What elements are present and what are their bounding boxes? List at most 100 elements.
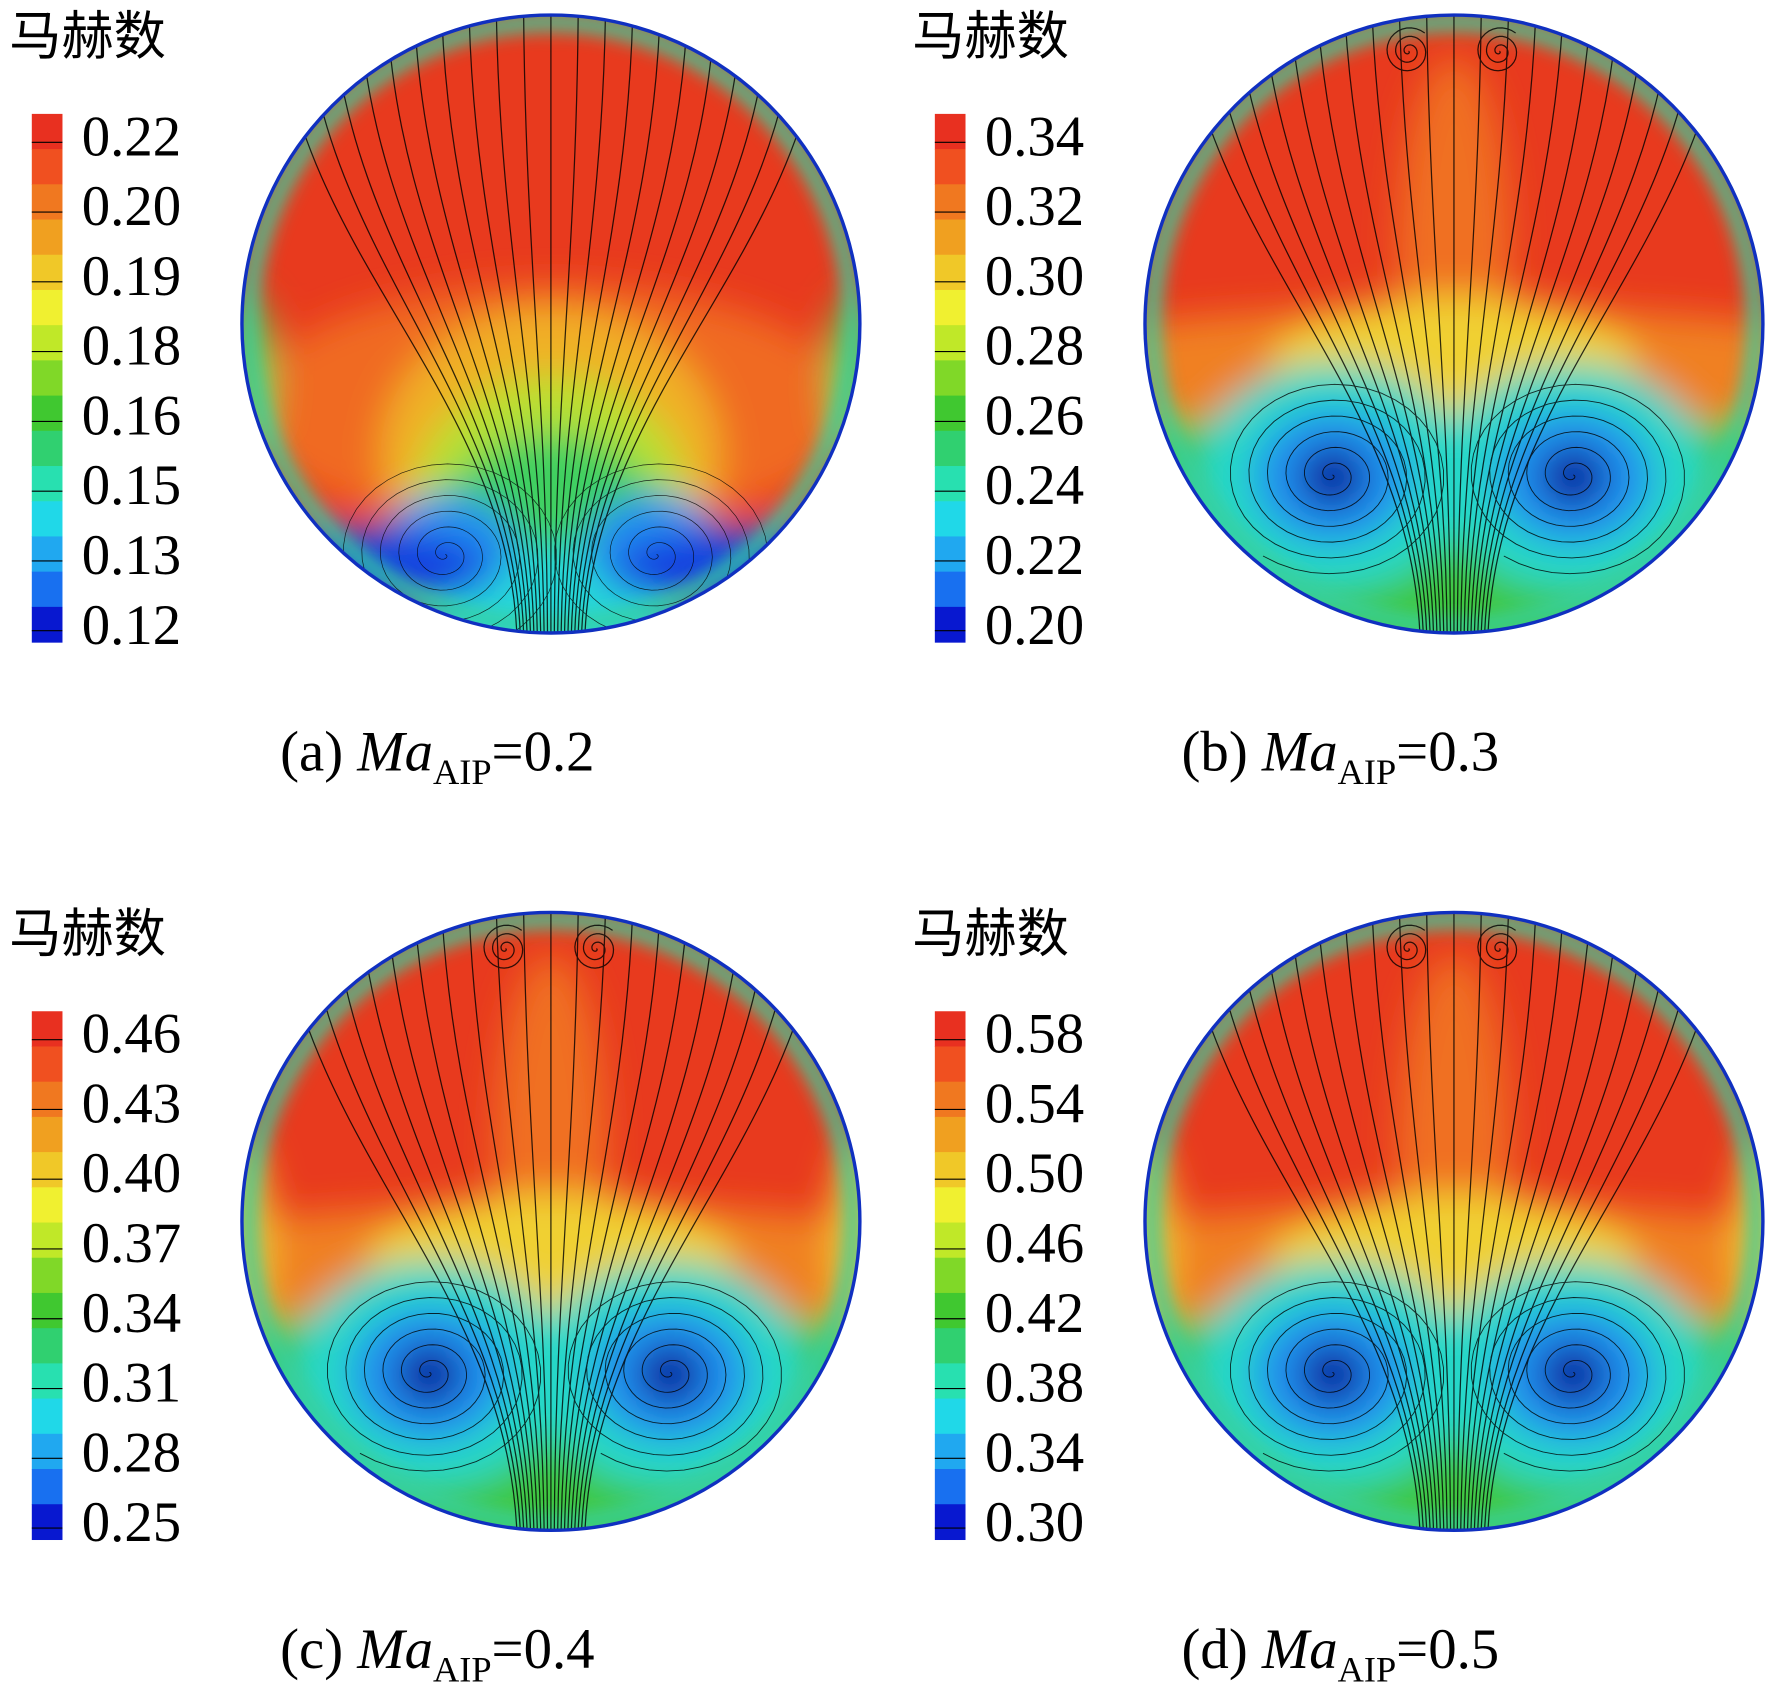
- colorbar-tick-label: 0.31: [82, 1352, 181, 1415]
- caption-symbol: Ma: [356, 1618, 433, 1681]
- contour-plot: [1144, 912, 1763, 1531]
- vortex-streamline: [1230, 1281, 1444, 1472]
- colorbar-band: [31, 1187, 63, 1224]
- panel: 马赫数 0.34 0.32 0.30 0.280.26 0.24 0.22 0.20 (b) M…: [912, 7, 1765, 792]
- colorbar-band: [934, 1363, 966, 1400]
- colorbar-tick-label: 0.22: [985, 524, 1084, 587]
- colorbar-band: [31, 1152, 63, 1188]
- streamline: [1470, 15, 1591, 633]
- streamline: [1344, 15, 1441, 633]
- colorbar-tick-label: 0.40: [82, 1142, 181, 1205]
- streamline: [1477, 15, 1646, 633]
- field-region: [1539, 1342, 1608, 1407]
- streamline: [557, 912, 607, 1531]
- streamline: [1477, 912, 1646, 1531]
- colorbar-tick-label: 0.43: [82, 1072, 181, 1135]
- streamline: [563, 15, 661, 633]
- colorbar-tick-label: 0.50: [985, 1142, 1084, 1205]
- caption-value: =0.2: [492, 720, 595, 783]
- colorbar-band: [31, 501, 63, 538]
- field-region: [395, 1342, 464, 1407]
- colorbar-band: [934, 466, 966, 502]
- streamlines: [1180, 15, 1728, 633]
- streamline: [1235, 912, 1428, 1531]
- caption-value: =0.3: [1396, 720, 1499, 783]
- colorbar-tick-label: 0.28: [82, 1421, 181, 1484]
- colorbar-tick-label: 0.37: [82, 1212, 181, 1275]
- colorbar-tick-label: 0.12: [82, 594, 181, 657]
- colorbar-band: [31, 1363, 63, 1400]
- colorbar-band: [31, 1222, 63, 1259]
- colorbar-band: [934, 1292, 966, 1329]
- colorbar-tick-label: 0.58: [985, 1003, 1084, 1066]
- streamline: [1371, 15, 1445, 633]
- colorbar-band: [934, 289, 966, 326]
- colorbar-band: [31, 113, 63, 150]
- streamlines: [277, 15, 825, 633]
- colorbar-tick-label: 0.26: [985, 384, 1084, 447]
- streamline: [468, 912, 542, 1531]
- field-region: [1298, 1342, 1367, 1407]
- wall: [1143, 910, 1765, 1533]
- streamline: [413, 912, 535, 1531]
- colorbar-tick-label: 0.46: [985, 1212, 1084, 1275]
- streamline: [1470, 912, 1591, 1531]
- streamline: [441, 912, 538, 1531]
- streamline: [1480, 912, 1673, 1531]
- caption: (b) MaAIP=0.3: [1182, 720, 1500, 792]
- colorbar-band: [934, 325, 966, 361]
- colorbar-band: [934, 1398, 966, 1435]
- colorbar-band: [31, 536, 63, 573]
- field-region: [1298, 445, 1367, 510]
- streamline: [1473, 912, 1619, 1531]
- streamline: [1426, 15, 1452, 633]
- streamline: [495, 912, 545, 1531]
- colorbar-band: [934, 395, 966, 432]
- colorbar-tick-label: 0.34: [985, 105, 1084, 168]
- streamline: [1317, 912, 1438, 1531]
- colorbar-band: [934, 1504, 966, 1541]
- streamline: [1398, 15, 1448, 633]
- colorbar-tick-label: 0.34: [82, 1282, 181, 1345]
- vortex-streamline: [343, 463, 557, 633]
- colorbar-tick-label: 0.34: [985, 1421, 1084, 1484]
- streamline: [574, 15, 743, 633]
- colorbar-band: [31, 1116, 63, 1153]
- colorbar-band: [934, 1433, 966, 1470]
- vortex-streamline: [483, 924, 524, 969]
- contour-plot: [1144, 15, 1763, 633]
- colorbar-band: [31, 1292, 63, 1329]
- colorbar-tick-label: 0.18: [82, 315, 181, 378]
- vortex-streamline: [1470, 1281, 1685, 1472]
- colorbar-band: [31, 1433, 63, 1470]
- caption: (a) MaAIP=0.2: [280, 720, 594, 792]
- colorbar-tick-label: 0.30: [985, 1491, 1084, 1554]
- vortex-streamline: [554, 463, 768, 633]
- colorbar-band: [31, 325, 63, 361]
- field-region: [1539, 445, 1608, 510]
- caption: (d) MaAIP=0.5: [1182, 1618, 1500, 1684]
- panel: 马赫数 0.22 0.20 0.19 0.180.16 0.15 0.13 0.12 (a) M…: [9, 7, 862, 792]
- streamline: [1466, 912, 1564, 1531]
- streamline: [495, 15, 545, 633]
- caption-subscript: AIP: [433, 1649, 492, 1684]
- streamline: [1473, 15, 1619, 633]
- caption-subscript: AIP: [1338, 1649, 1397, 1684]
- streamline: [574, 912, 743, 1531]
- vortex-streamline: [574, 924, 615, 969]
- streamline: [1480, 15, 1673, 633]
- streamline: [577, 912, 770, 1531]
- streamline: [570, 15, 716, 633]
- vortex-streamline: [327, 1281, 541, 1472]
- legend-title: 马赫数: [912, 7, 1069, 67]
- colorbar-tick-label: 0.20: [82, 175, 181, 238]
- colorbar-band: [31, 1469, 63, 1505]
- streamline: [1466, 15, 1564, 633]
- vortex-streamline: [1477, 27, 1518, 72]
- colorbar-tick-label: 0.28: [985, 315, 1084, 378]
- wall: [1143, 13, 1765, 635]
- legend-title: 马赫数: [912, 904, 1069, 964]
- colorbar-band: [31, 360, 63, 397]
- streamline: [1398, 912, 1448, 1531]
- colorbar: [31, 1011, 63, 1541]
